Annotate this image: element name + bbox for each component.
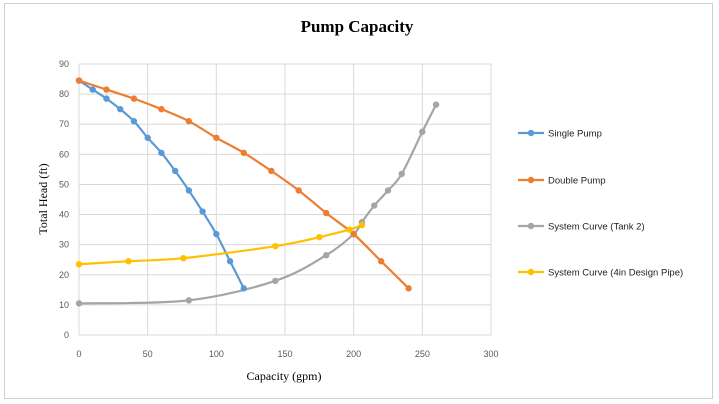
data-point bbox=[180, 255, 187, 262]
data-point bbox=[419, 128, 426, 135]
legend-item: System Curve (4in Design Pipe) bbox=[518, 268, 683, 279]
data-point bbox=[272, 242, 279, 250]
data-point bbox=[199, 208, 206, 215]
data-point bbox=[213, 230, 220, 238]
x-tick-label: 50 bbox=[143, 349, 153, 359]
data-point bbox=[316, 233, 323, 241]
data-point bbox=[371, 202, 378, 209]
chart-title: Pump Capacity bbox=[301, 17, 414, 36]
y-tick-label: 40 bbox=[59, 210, 69, 220]
data-point bbox=[384, 187, 392, 194]
data-point bbox=[75, 261, 83, 268]
x-axis-title: Capacity (gpm) bbox=[247, 369, 322, 383]
data-point bbox=[405, 285, 412, 292]
data-point bbox=[272, 277, 279, 284]
y-tick-label: 0 bbox=[64, 330, 69, 340]
data-point bbox=[130, 95, 138, 102]
y-tick-label: 60 bbox=[59, 149, 69, 159]
axes: 0 10 20 30 40 50 60 70 80 90 0 50 100 150 200 250 300 bbox=[59, 59, 499, 359]
data-point bbox=[75, 77, 83, 84]
legend-item: System Curve (Tank 2) bbox=[518, 222, 645, 233]
legend-label: Single Pump bbox=[548, 129, 602, 140]
data-point bbox=[125, 258, 132, 265]
data-point bbox=[103, 95, 110, 102]
y-axis-title: Total Head (ft) bbox=[36, 163, 50, 234]
legend-marker bbox=[527, 129, 535, 137]
data-point bbox=[432, 101, 440, 108]
y-tick-label: 30 bbox=[59, 240, 69, 250]
legend-marker bbox=[527, 222, 535, 230]
legend-item: Single Pump bbox=[518, 129, 602, 140]
data-point bbox=[240, 149, 247, 157]
data-point bbox=[171, 167, 179, 175]
data-point bbox=[117, 105, 124, 113]
legend-marker bbox=[527, 268, 535, 276]
data-point bbox=[158, 149, 165, 157]
data-point bbox=[130, 118, 138, 125]
y-tick-label: 50 bbox=[59, 179, 69, 189]
data-point bbox=[377, 258, 385, 265]
data-point bbox=[295, 187, 302, 194]
series-0 bbox=[75, 77, 247, 292]
series-line bbox=[77, 103, 438, 305]
data-point bbox=[323, 209, 330, 217]
data-point bbox=[185, 187, 193, 194]
x-tick-label: 0 bbox=[76, 349, 81, 359]
x-tick-label: 150 bbox=[277, 349, 292, 359]
x-tick-label: 100 bbox=[209, 349, 224, 359]
legend-item: Double Pump bbox=[518, 176, 606, 187]
data-point bbox=[346, 226, 353, 233]
data-point bbox=[240, 285, 247, 292]
data-point bbox=[75, 300, 83, 307]
data-point bbox=[158, 105, 165, 113]
data-point bbox=[89, 86, 96, 93]
data-point bbox=[103, 86, 110, 93]
x-tick-label: 300 bbox=[483, 349, 498, 359]
data-point bbox=[144, 134, 151, 141]
data-point bbox=[185, 118, 193, 125]
chart-frame bbox=[4, 3, 713, 399]
x-tick-label: 250 bbox=[415, 349, 430, 359]
data-point bbox=[226, 258, 234, 265]
data-point bbox=[323, 252, 330, 259]
data-point bbox=[350, 230, 357, 238]
series-1 bbox=[75, 77, 412, 292]
data-point bbox=[185, 297, 193, 304]
y-tick-label: 80 bbox=[59, 89, 69, 99]
y-tick-label: 70 bbox=[59, 119, 69, 129]
legend-label: System Curve (Tank 2) bbox=[548, 222, 645, 233]
y-tick-label: 20 bbox=[59, 270, 69, 280]
series-layer bbox=[75, 77, 440, 307]
legend: Single Pump Double Pump System Curve (Tank… bbox=[518, 129, 683, 279]
data-point bbox=[268, 167, 275, 175]
data-point bbox=[398, 170, 405, 178]
legend-label: Double Pump bbox=[548, 176, 606, 187]
y-tick-label: 10 bbox=[59, 300, 69, 310]
series-3 bbox=[75, 221, 366, 268]
grid-lines bbox=[78, 63, 492, 336]
x-tick-label: 200 bbox=[346, 349, 361, 359]
y-tick-label: 90 bbox=[59, 59, 69, 69]
data-point bbox=[358, 221, 366, 229]
series-2 bbox=[75, 101, 440, 307]
data-point bbox=[213, 134, 220, 141]
legend-marker bbox=[527, 176, 535, 184]
legend-label: System Curve (4in Design Pipe) bbox=[548, 268, 683, 279]
